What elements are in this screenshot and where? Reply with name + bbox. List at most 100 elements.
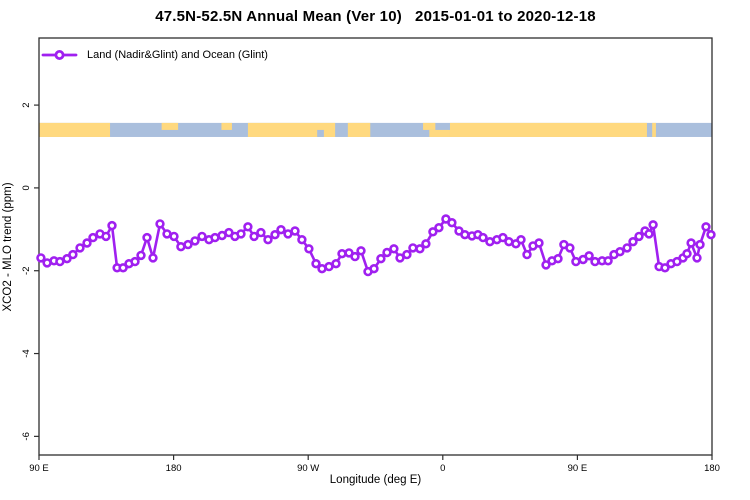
- data-point-marker: [155, 219, 165, 229]
- y-tick-label: -6: [21, 432, 32, 440]
- data-point-marker: [290, 226, 300, 236]
- data-point-marker: [256, 227, 266, 238]
- data-point-marker: [382, 247, 392, 258]
- plot-frame: [38, 37, 713, 456]
- data-point-marker: [356, 246, 366, 256]
- data-point-marker: [263, 235, 273, 245]
- data-point-marker: [516, 235, 526, 245]
- data-point-marker: [522, 249, 532, 260]
- data-point-marker: [68, 249, 78, 260]
- data-point-marker: [644, 229, 654, 239]
- data-point-marker: [615, 247, 625, 257]
- data-point-marker: [304, 244, 314, 254]
- legend-marker-icon: [54, 50, 65, 61]
- land-segment: [39, 122, 111, 137]
- data-point-marker: [118, 263, 128, 273]
- data-point-marker: [695, 239, 705, 250]
- data-point-marker: [434, 223, 444, 233]
- land-segment: [449, 122, 647, 137]
- data-point-marker: [460, 230, 470, 240]
- y-axis-title: XCO2 - MLO trend (ppm): [2, 182, 14, 312]
- data-point-marker: [553, 254, 563, 264]
- data-point-marker: [428, 227, 438, 237]
- data-point-marker: [88, 232, 98, 243]
- data-point-marker: [276, 225, 286, 235]
- land-segment: [161, 122, 179, 130]
- data-point-marker: [176, 242, 186, 252]
- data-point-marker: [628, 237, 638, 247]
- data-point-marker: [395, 253, 405, 263]
- data-point-marker: [541, 260, 551, 270]
- data-point-marker: [389, 244, 399, 254]
- x-tick-label: 90 E: [568, 463, 588, 474]
- legend-label: Land (Nadir&Glint) and Ocean (Glint): [87, 49, 268, 61]
- data-point-marker: [701, 222, 711, 232]
- data-point-marker: [101, 231, 111, 242]
- y-tick-label: 0: [21, 185, 32, 190]
- data-point-marker: [402, 249, 412, 260]
- data-point-marker: [408, 243, 418, 253]
- y-tick-label: -4: [21, 349, 32, 357]
- data-point-marker: [622, 243, 632, 253]
- data-point-marker: [107, 220, 117, 231]
- data-point-marker: [142, 232, 152, 243]
- data-point-marker: [686, 238, 696, 248]
- y-tick-label: -2: [21, 266, 32, 274]
- data-point-marker: [350, 251, 360, 262]
- data-point-marker: [421, 239, 431, 249]
- data-point-marker: [297, 235, 307, 245]
- y-tick-label: 2: [21, 102, 32, 107]
- data-point-marker: [331, 259, 341, 269]
- data-point-marker: [190, 236, 200, 246]
- data-point-marker: [270, 230, 280, 240]
- data-point-marker: [130, 256, 140, 267]
- data-point-marker: [534, 238, 544, 248]
- data-point-marker: [183, 239, 193, 250]
- x-tick-label: 0: [440, 463, 445, 474]
- data-point-marker: [498, 232, 508, 243]
- data-point-marker: [590, 256, 600, 267]
- data-point-marker: [55, 256, 65, 267]
- data-point-marker: [236, 229, 246, 239]
- data-point-marker: [478, 232, 488, 243]
- x-axis-title: Longitude (deg E): [329, 474, 422, 486]
- data-point-marker: [243, 222, 253, 232]
- land-segment: [423, 122, 436, 130]
- data-point-marker: [62, 254, 72, 264]
- data-point-marker: [210, 232, 220, 243]
- data-point-marker: [369, 264, 379, 274]
- data-point-marker: [36, 253, 46, 263]
- x-tick-label: 180: [166, 463, 182, 474]
- chart-title: 47.5N-52.5N Annual Mean (Ver 10) 2015-01…: [155, 8, 596, 25]
- data-point-marker: [148, 253, 158, 263]
- ocean-notch: [317, 129, 324, 137]
- data-point-marker: [447, 218, 457, 228]
- data-point-marker: [311, 259, 321, 269]
- data-point-marker: [648, 220, 658, 230]
- data-point-marker: [584, 251, 594, 261]
- land-segment: [652, 122, 656, 137]
- data-point-marker: [75, 243, 85, 253]
- x-tick-label: 90 E: [29, 463, 49, 474]
- data-point-marker: [415, 244, 425, 254]
- data-point-marker: [82, 238, 92, 248]
- x-tick-label: 180: [704, 463, 720, 474]
- land-segment: [429, 129, 450, 137]
- data-point-marker: [136, 250, 146, 261]
- data-point-marker: [565, 243, 575, 253]
- data-point-marker: [169, 231, 179, 242]
- data-point-marker: [682, 249, 692, 259]
- x-tick-label: 90 W: [297, 463, 319, 474]
- land-segment: [247, 122, 336, 137]
- data-point-marker: [634, 231, 644, 242]
- land-segment: [347, 122, 371, 137]
- data-point-marker: [692, 253, 702, 263]
- data-point-marker: [571, 256, 581, 267]
- data-point-marker: [706, 230, 716, 240]
- data-point-marker: [197, 231, 207, 242]
- land-segment: [221, 122, 232, 130]
- data-point-marker: [376, 254, 386, 264]
- data-point-marker: [249, 231, 259, 242]
